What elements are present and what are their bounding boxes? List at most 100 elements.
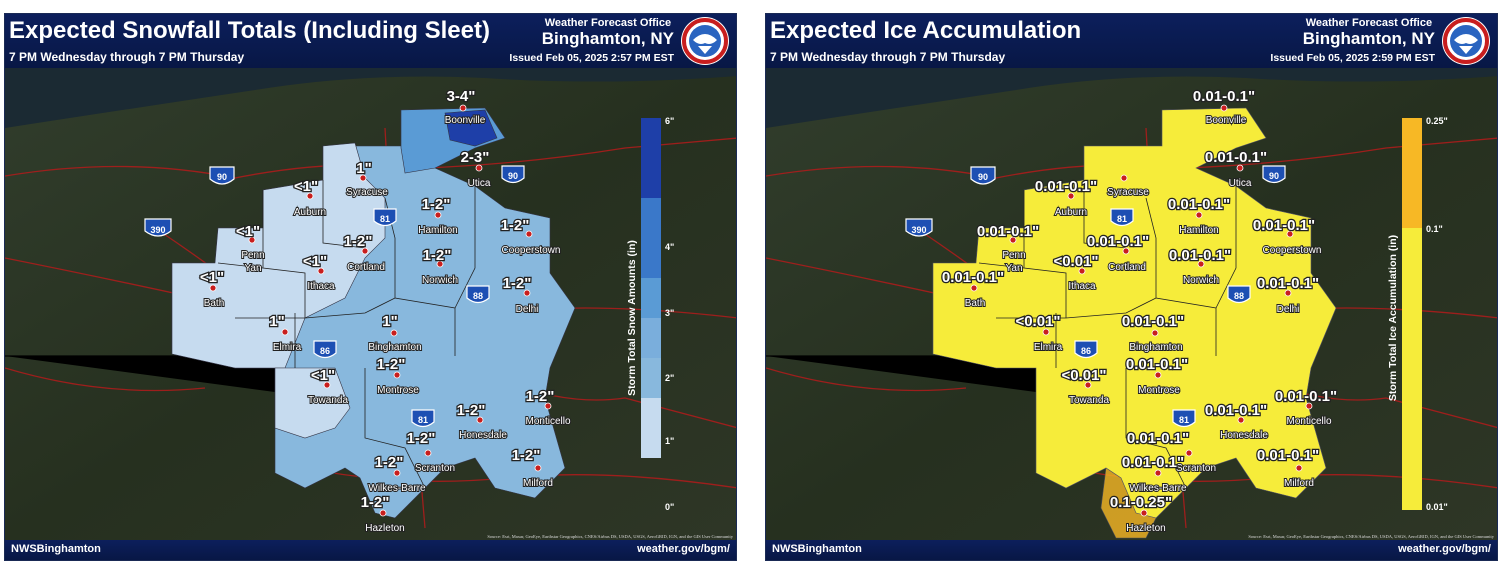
interstate-label: 88 bbox=[473, 291, 483, 301]
town-monticello: Monticello bbox=[525, 416, 570, 427]
county-lines bbox=[978, 180, 1237, 489]
amount-elmira: 1" bbox=[269, 313, 284, 330]
amount-boonville: 3-4" bbox=[447, 88, 476, 105]
legend-tick-3: 3" bbox=[665, 308, 674, 318]
interstate-90-east-shield: 90 bbox=[501, 165, 525, 184]
town-auburn: Auburn bbox=[1055, 207, 1087, 218]
town-binghamton: Binghamton bbox=[1129, 342, 1182, 353]
amount-milford: 0.01-0.1" bbox=[1257, 447, 1319, 464]
ice-subtitle: 7 PM Wednesday through 7 PM Thursday bbox=[770, 50, 1006, 64]
interstate-90-shield: 90 bbox=[209, 166, 235, 185]
town-bath: Bath bbox=[204, 298, 225, 309]
nws-logo-icon bbox=[1442, 17, 1490, 65]
town-scranton: Scranton bbox=[415, 463, 455, 474]
office-block: Weather Forecast Office Binghamton, NY bbox=[542, 17, 674, 48]
town-milford: Milford bbox=[1284, 478, 1314, 489]
amount-penn-yan: 0.01-0.1" bbox=[977, 223, 1039, 240]
town-yan: Yan bbox=[1005, 263, 1022, 274]
amount-milford: 1-2" bbox=[512, 447, 541, 464]
town-cortland: Cortland bbox=[1108, 262, 1146, 273]
town-towanda: Towanda bbox=[1069, 395, 1109, 406]
amount-ithaca: <1" bbox=[303, 253, 327, 270]
amount-hamilton: 1-2" bbox=[422, 196, 451, 213]
amount-montrose: 1-2" bbox=[377, 356, 406, 373]
nws-logo-icon bbox=[681, 17, 729, 65]
legend-swatch-3-4 bbox=[641, 198, 661, 278]
snow-band-lt1-pa bbox=[274, 367, 351, 439]
legend-tick-4: 4" bbox=[665, 242, 674, 252]
office-label: Weather Forecast Office bbox=[544, 17, 672, 29]
amount-norwich: 0.01-0.1" bbox=[1169, 247, 1231, 264]
town-towanda: Towanda bbox=[308, 395, 348, 406]
town-delhi: Delhi bbox=[516, 304, 539, 315]
interstate-label: 81 bbox=[1117, 214, 1127, 224]
town-norwich: Norwich bbox=[422, 275, 458, 286]
interstate-81-shield: 81 bbox=[373, 208, 397, 227]
social-handle: NWSBinghamton bbox=[11, 543, 101, 555]
town-monticello: Monticello bbox=[1286, 416, 1331, 427]
town-penn: Penn bbox=[1002, 250, 1025, 261]
town-boonville: Boonville bbox=[445, 115, 486, 126]
amount-utica: 0.01-0.1" bbox=[1205, 149, 1267, 166]
legend-tick-001: 0.01" bbox=[1426, 502, 1448, 512]
ice-band-1-25 bbox=[1100, 467, 1157, 539]
town-labels: Boonville Utica Syracuse Auburn Hamilton… bbox=[203, 114, 572, 535]
interstate-label: 90 bbox=[978, 172, 988, 182]
amount-scranton: 0.01-0.1" bbox=[1127, 430, 1189, 447]
imagery-credit: Source: Esri, Maxar, GeoEye, Earthstar G… bbox=[1248, 534, 1494, 540]
amount-cortland: 0.01-0.1" bbox=[1087, 233, 1149, 250]
ice-map: 90 390 81 88 86 90 81 bbox=[766, 68, 1497, 542]
town-yan: Yan bbox=[244, 263, 261, 274]
interstate-label: 81 bbox=[380, 214, 390, 224]
interstate-88-shield: 88 bbox=[466, 285, 490, 304]
interstate-90-east-shield: 90 bbox=[1262, 165, 1286, 184]
interstate-86-shield: 86 bbox=[313, 340, 337, 359]
town-hazleton: Hazleton bbox=[1126, 523, 1165, 534]
amount-towanda: <1" bbox=[311, 367, 335, 384]
website-link[interactable]: weather.gov/bgm/ bbox=[637, 543, 730, 555]
imagery-credit: Source: Esri, Maxar, GeoEye, Earthstar G… bbox=[487, 534, 733, 540]
snowfall-title: Expected Snowfall Totals (Including Slee… bbox=[9, 17, 490, 44]
town-bath: Bath bbox=[965, 298, 986, 309]
issued-time: Issued Feb 05, 2025 2:59 PM EST bbox=[1270, 52, 1435, 64]
town-montrose: Montrose bbox=[1138, 385, 1180, 396]
town-utica: Utica bbox=[1229, 178, 1252, 189]
amount-cooperstown: 1-2" bbox=[501, 217, 530, 234]
town-dots bbox=[209, 104, 552, 517]
interstate-label: 86 bbox=[320, 346, 330, 356]
amount-ithaca: <0.01" bbox=[1053, 253, 1098, 270]
amount-bath: 0.01-0.1" bbox=[942, 269, 1004, 286]
town-wilkes-barre: Wilkes-Barre bbox=[368, 483, 426, 494]
amount-cortland: 1-2" bbox=[344, 233, 373, 250]
amount-utica: 2-3" bbox=[461, 149, 490, 166]
town-cooperstown: Cooperstown bbox=[502, 245, 561, 256]
website-link[interactable]: weather.gov/bgm/ bbox=[1398, 543, 1491, 555]
snowfall-shading bbox=[171, 107, 576, 519]
town-hamilton: Hamilton bbox=[1179, 225, 1218, 236]
legend-title: Storm Total Ice Accumulation (in) bbox=[1387, 235, 1399, 401]
amount-norwich: 1-2" bbox=[423, 247, 452, 264]
office-city: Binghamton, NY bbox=[1302, 29, 1435, 48]
interstate-label: 86 bbox=[1081, 346, 1091, 356]
town-wilkes-barre: Wilkes-Barre bbox=[1129, 483, 1187, 494]
amount-honesdale: 1-2" bbox=[457, 402, 486, 419]
amount-penn-yan: <1" bbox=[236, 223, 260, 240]
amount-hazleton: 1-2" bbox=[361, 494, 390, 511]
legend-swatch-4-6 bbox=[641, 118, 661, 198]
town-hamilton: Hamilton bbox=[418, 225, 457, 236]
town-ithaca: Ithaca bbox=[1068, 281, 1096, 292]
amount-binghamton: 1" bbox=[382, 313, 397, 330]
amount-scranton: 1-2" bbox=[407, 430, 436, 447]
lake-ontario bbox=[5, 68, 736, 128]
issued-time: Issued Feb 05, 2025 2:57 PM EST bbox=[509, 52, 674, 64]
ice-title: Expected Ice Accumulation bbox=[770, 17, 1082, 44]
legend-tick-025: 0.25" bbox=[1426, 116, 1448, 126]
town-syracuse: Syracuse bbox=[346, 187, 388, 198]
interstate-86-shield: 86 bbox=[1074, 340, 1098, 359]
interstate-label: 81 bbox=[418, 415, 428, 425]
interstate-390-shield: 390 bbox=[144, 218, 172, 237]
interstate-81-south-shield: 81 bbox=[1172, 409, 1196, 428]
legend-tick-2: 2" bbox=[665, 373, 674, 383]
snow-band-3-4 bbox=[444, 109, 498, 147]
town-honesdale: Honesdale bbox=[1220, 430, 1268, 441]
